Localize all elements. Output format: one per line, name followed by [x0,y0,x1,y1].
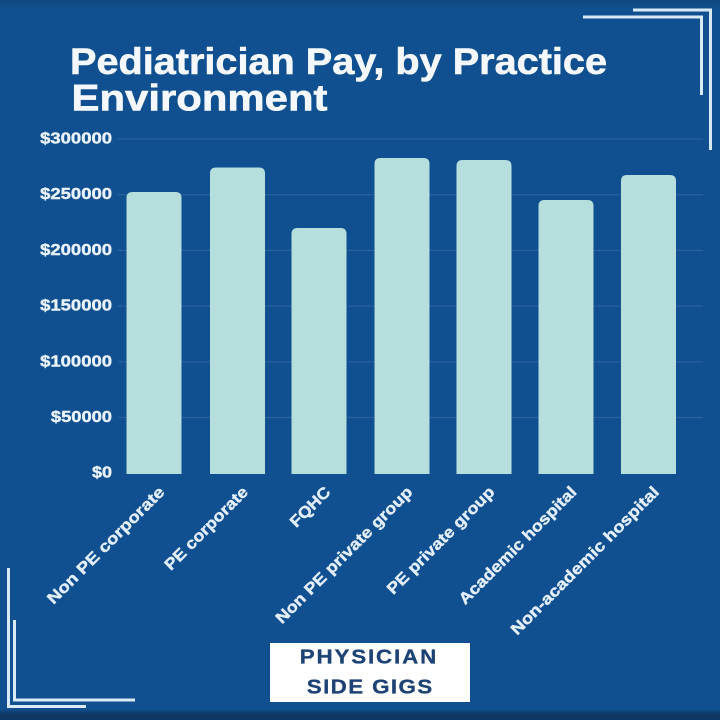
svg-text:$300000: $300000 [40,129,112,148]
svg-text:$50000: $50000 [51,407,112,426]
svg-text:Environment: Environment [72,78,328,119]
svg-text:$0: $0 [92,464,112,482]
svg-text:$100000: $100000 [40,351,112,370]
svg-text:$250000: $250000 [40,184,112,203]
svg-text:Pediatrician Pay, by Practice: Pediatrician Pay, by Practice [70,41,607,82]
svg-text:$200000: $200000 [40,240,112,259]
svg-text:$150000: $150000 [40,296,112,315]
svg-text:SIDE GIGS: SIDE GIGS [307,677,432,699]
svg-text:PHYSICIAN: PHYSICIAN [300,647,437,669]
